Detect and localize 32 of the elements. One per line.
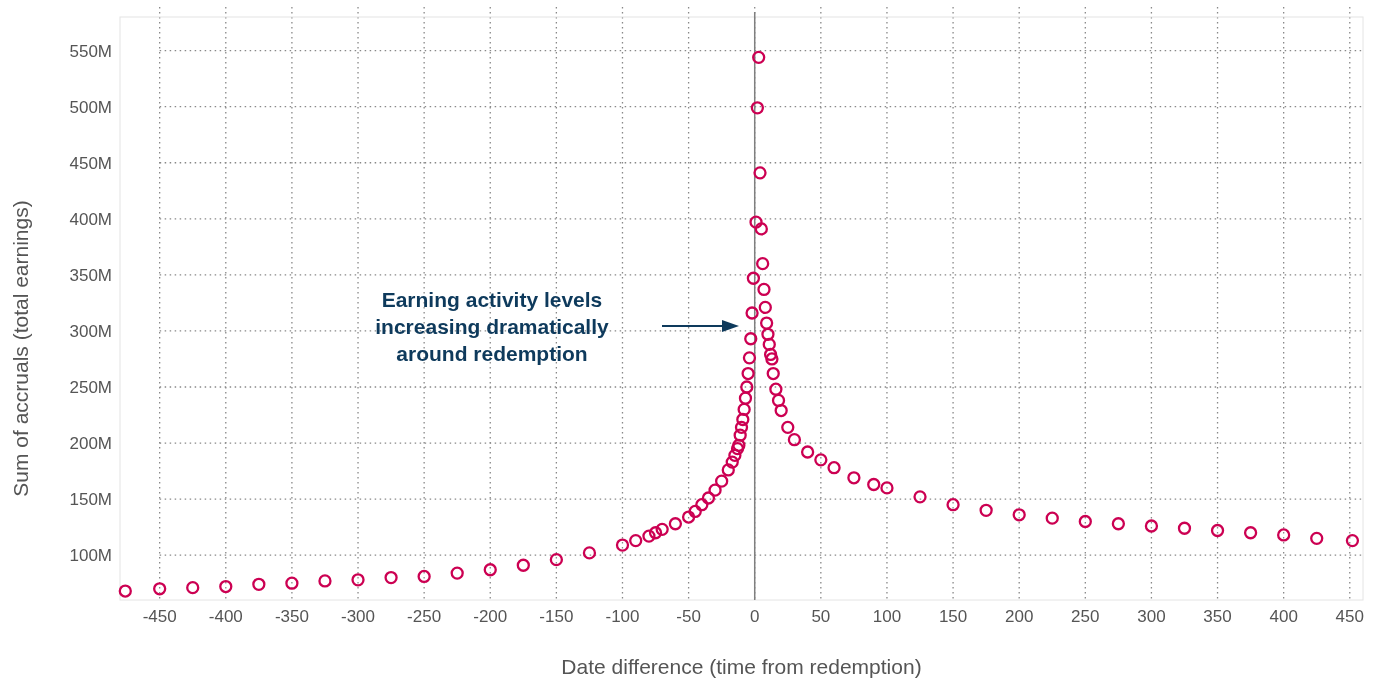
x-tick-label: 200 [1005, 607, 1034, 626]
x-tick-label: 400 [1269, 607, 1298, 626]
y-tick-label: 500M [69, 97, 112, 117]
x-tick-label: 50 [811, 607, 831, 626]
y-tick-label: 350M [69, 265, 112, 285]
y-axis-title: Sum of accruals (total earnings) [9, 200, 32, 497]
x-tick-label: -50 [676, 607, 701, 626]
x-tick-label: -450 [142, 607, 177, 626]
x-tick-label: -400 [208, 607, 243, 626]
x-tick-label: 250 [1071, 607, 1100, 626]
x-tick-label: 350 [1203, 607, 1232, 626]
y-tick-label: 550M [69, 41, 112, 61]
x-tick-label: -300 [341, 607, 376, 626]
x-tick-label: 450 [1335, 607, 1364, 626]
x-tick-label: -150 [539, 607, 574, 626]
x-tick-label: -200 [473, 607, 508, 626]
x-tick-label: 150 [938, 607, 968, 626]
x-tick-label: 100 [872, 607, 902, 626]
x-axis-title: Date difference (time from redemption) [561, 655, 922, 678]
x-tick-label: -350 [274, 607, 309, 626]
y-tick-label: 400M [69, 209, 112, 229]
y-tick-label: 250M [69, 377, 112, 397]
x-tick-label: -100 [605, 607, 640, 626]
y-tick-label: 300M [69, 321, 112, 341]
annotation: Earning activity levels increasing dramatically around redemption [375, 288, 610, 365]
x-tick-label: 0 [749, 607, 760, 626]
x-tick-label: -250 [407, 607, 442, 626]
y-tick-label: 450M [69, 153, 112, 173]
x-tick-label: 300 [1137, 607, 1166, 626]
y-tick-label: 200M [69, 433, 112, 453]
y-tick-label: 100M [69, 546, 112, 566]
y-tick-label: 150M [69, 490, 112, 510]
